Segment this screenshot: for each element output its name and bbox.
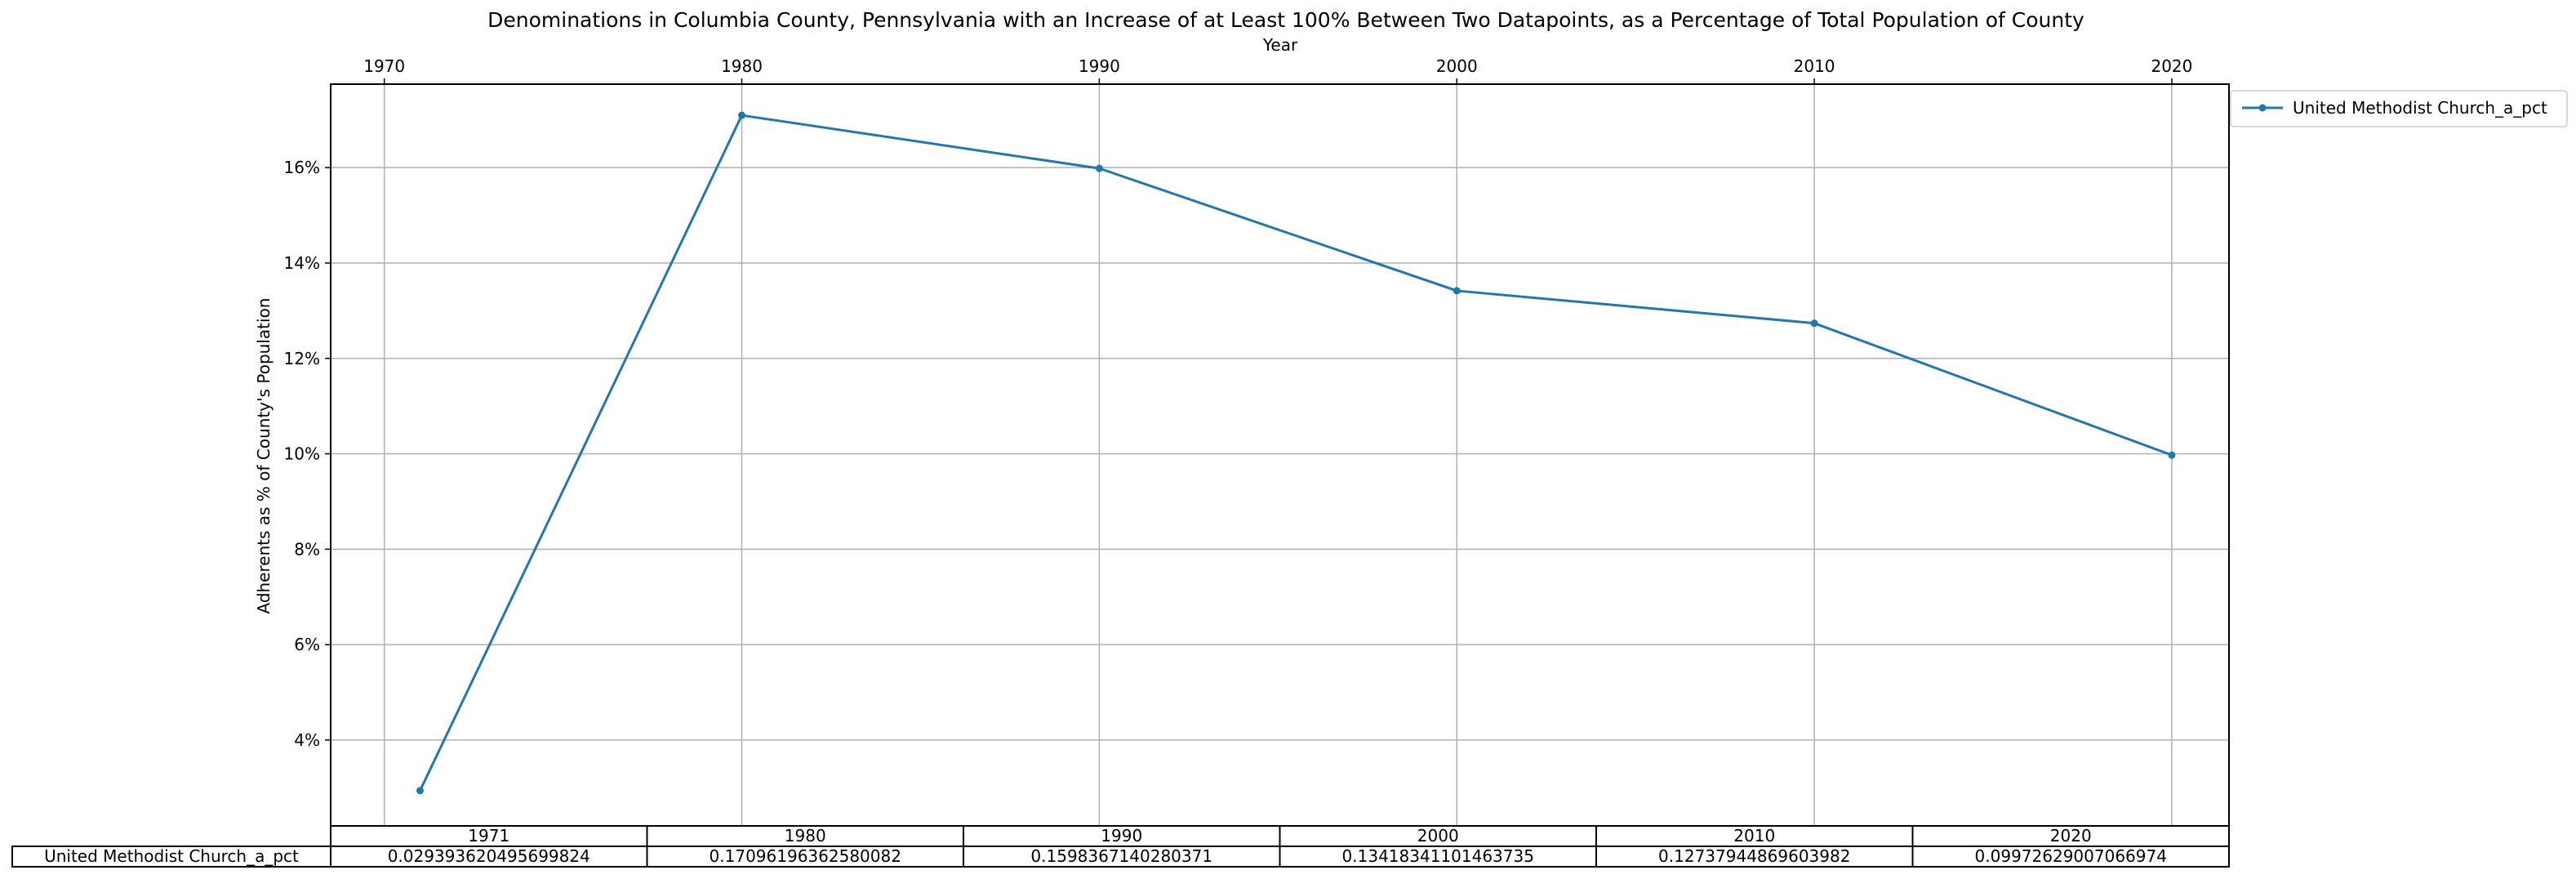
y-tick-label: 6% bbox=[294, 635, 320, 654]
legend-box bbox=[2230, 90, 2568, 127]
x-tick-label: 2010 bbox=[1794, 56, 1835, 76]
data-table: 1971 1980 1990 2000 2010 2020 0.02939362049569… bbox=[11, 825, 2230, 868]
plot-frame bbox=[330, 83, 2230, 827]
table-data-row bbox=[11, 846, 2230, 868]
x-tick-label: 2020 bbox=[2151, 56, 2192, 76]
x-tick-label: 1980 bbox=[721, 56, 763, 76]
data-point bbox=[416, 787, 424, 795]
x-tick-label: 1990 bbox=[1079, 56, 1120, 76]
y-axis-title: Adherents as % of County's Population bbox=[254, 297, 274, 614]
legend-marker bbox=[2258, 104, 2267, 112]
table-column-label: 1980 bbox=[785, 826, 826, 846]
series-layer bbox=[416, 111, 2176, 795]
y-tick-label: 16% bbox=[284, 158, 320, 177]
data-point bbox=[738, 111, 746, 119]
table-column-label: 2010 bbox=[1733, 826, 1775, 846]
table-cell: 0.17096196362580082 bbox=[710, 846, 901, 866]
table-cell: 0.13418341101463735 bbox=[1342, 846, 1534, 866]
table-cell: 0.029393620495699824 bbox=[388, 846, 590, 866]
data-point bbox=[1810, 319, 1818, 328]
y-tick-label: 4% bbox=[294, 730, 320, 750]
x-tick-label: 2000 bbox=[1436, 56, 1478, 76]
y-tick-label: 8% bbox=[294, 539, 320, 559]
data-point bbox=[1453, 287, 1461, 295]
series-line bbox=[419, 114, 2173, 792]
data-point bbox=[2168, 451, 2176, 459]
table-column-label: 1971 bbox=[468, 826, 509, 846]
table-column-label: 2000 bbox=[1417, 826, 1459, 846]
grid bbox=[331, 84, 2229, 826]
table-cell: 0.1598367140280371 bbox=[1030, 846, 1212, 866]
table-column-label: 1990 bbox=[1101, 826, 1142, 846]
y-tick-label: 10% bbox=[284, 444, 320, 464]
data-point bbox=[1095, 164, 1103, 172]
table-cell: 0.12737944869603982 bbox=[1658, 846, 1850, 866]
y-tick-label: 14% bbox=[284, 253, 320, 273]
table-column-label: 2020 bbox=[2050, 826, 2092, 846]
x-tick-label: 1970 bbox=[363, 56, 405, 76]
y-tick-label: 12% bbox=[284, 349, 320, 368]
legend-label: United Methodist Church_a_pct bbox=[2293, 98, 2547, 118]
chart-title: Denominations in Columbia County, Pennsy… bbox=[487, 8, 2084, 32]
legend: United Methodist Church_a_pct bbox=[2230, 90, 2568, 127]
axis-ticks: 1970 1980 1990 2000 2010 2020 4% 6% 8% 10% 12% 14% 1… bbox=[284, 56, 2193, 750]
table-row-label: United Methodist Church_a_pct bbox=[44, 846, 299, 866]
table-cell: 0.09972629007066974 bbox=[1975, 846, 2167, 866]
x-axis-title: Year bbox=[1262, 35, 1298, 55]
